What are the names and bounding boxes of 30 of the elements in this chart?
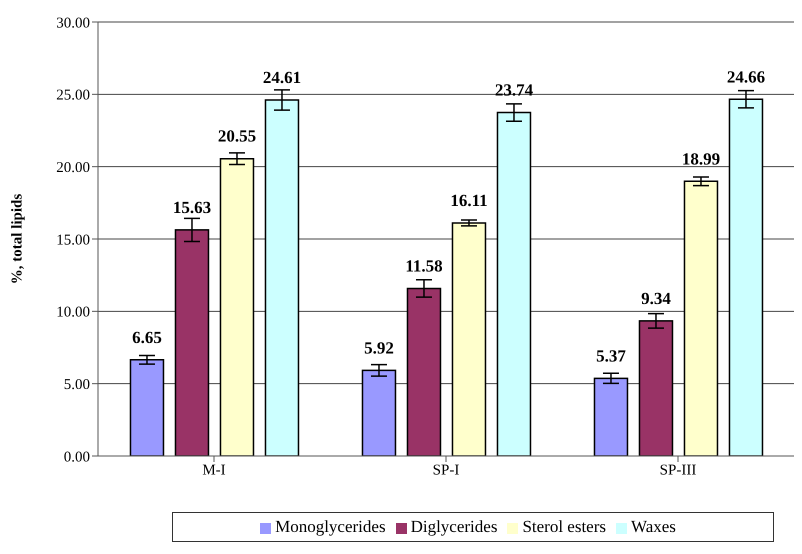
x-tick-label: SP-I [432,462,460,479]
data-label: 6.65 [132,328,162,347]
bar [594,378,628,456]
y-tick-label: 10.00 [56,304,90,321]
bar [130,359,164,456]
y-tick-label: 0.00 [64,449,90,466]
y-tick-label: 5.00 [64,376,90,393]
y-axis-title: %, total lipids [9,194,26,284]
legend-label: Waxes [631,517,676,536]
data-label: 20.55 [218,126,256,146]
x-tick-label: SP-III [660,462,696,479]
y-tick-label: 30.00 [56,15,90,32]
data-label: 5.92 [364,338,394,358]
legend-label: Sterol esters [522,517,606,536]
legend-label: Monoglycerides [275,517,386,536]
data-label: 5.37 [596,346,626,366]
data-label: 15.63 [172,198,212,217]
legend-label: Diglycerides [410,517,498,536]
x-tick-label: M-I [202,462,226,479]
bar [452,222,486,456]
data-label: 24.61 [262,68,302,87]
data-label: 18.99 [682,149,720,168]
data-label: 16.11 [450,190,488,210]
data-label: 9.34 [641,288,672,308]
y-tick-label: 15.00 [56,232,90,248]
data-label: 24.66 [726,67,766,86]
y-tick-label: 25.00 [56,88,90,104]
data-label: 11.58 [405,256,443,276]
bar [684,180,718,456]
y-tick-label: 20.00 [56,160,90,176]
